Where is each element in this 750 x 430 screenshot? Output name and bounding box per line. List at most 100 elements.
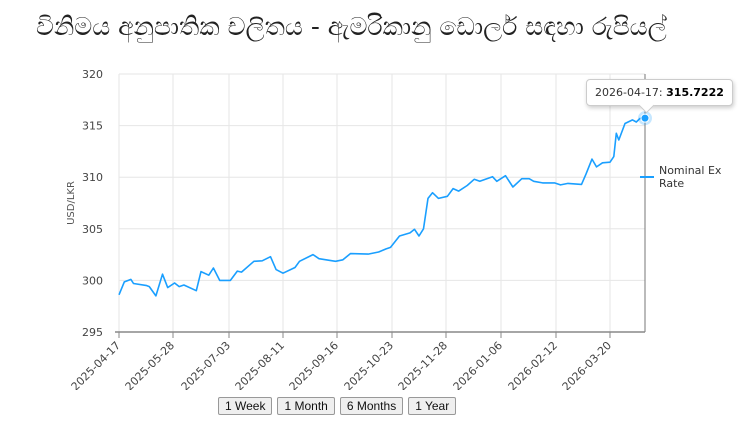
data-point	[409, 231, 412, 234]
data-point	[457, 190, 460, 193]
tooltip: 2026-04-17: 315.7222	[586, 79, 733, 106]
data-point	[422, 227, 425, 230]
data-point	[129, 278, 132, 281]
data-point	[212, 267, 215, 270]
x-tick-label: 2025-05-28	[123, 339, 177, 390]
data-point	[612, 155, 615, 158]
data-point	[261, 259, 264, 262]
data-point	[240, 271, 243, 274]
data-point	[541, 181, 544, 184]
data-point	[427, 197, 430, 200]
data-point	[154, 294, 157, 297]
data-point	[631, 118, 634, 121]
y-tick-label: 295	[82, 326, 103, 339]
data-point	[520, 177, 523, 180]
x-tick-label: 2025-10-23	[342, 339, 396, 390]
data-point	[567, 182, 570, 185]
range-1-week-button[interactable]: 1 Week	[218, 397, 273, 415]
data-point	[123, 280, 126, 283]
data-point	[118, 293, 121, 296]
data-point	[312, 253, 315, 256]
data-point	[559, 183, 562, 186]
x-tick-label: 2026-02-12	[506, 339, 560, 390]
y-tick-label: 320	[82, 68, 103, 81]
range-buttons: 1 Week 1 Month 6 Months 1 Year	[218, 397, 457, 415]
y-axis-label: USD/LKR	[66, 181, 77, 225]
tooltip-date: 2026-04-17:	[595, 86, 663, 99]
data-point	[495, 180, 498, 183]
highlighted-point	[640, 113, 650, 123]
x-tick-label: 2025-04-17	[69, 339, 123, 390]
data-point	[452, 187, 455, 190]
data-point	[275, 268, 278, 271]
data-point	[553, 181, 556, 184]
data-point	[367, 253, 370, 256]
legend[interactable]: Nominal Ex Rate	[640, 164, 750, 190]
y-tick-label: 315	[82, 120, 103, 133]
data-point	[478, 180, 481, 183]
y-tick-label: 300	[82, 274, 103, 287]
x-tick-label: 2025-11-28	[396, 339, 450, 390]
range-1-month-button[interactable]: 1 Month	[277, 397, 335, 415]
x-tick-label: 2026-03-20	[560, 339, 614, 390]
data-point	[446, 195, 449, 198]
data-point	[269, 255, 272, 258]
data-point	[595, 165, 598, 168]
legend-swatch	[640, 176, 654, 178]
data-point	[413, 228, 416, 231]
x-tick-label: 2025-09-16	[287, 339, 341, 390]
data-point	[591, 158, 594, 161]
data-point	[466, 184, 469, 187]
legend-label: Nominal Ex Rate	[658, 164, 722, 190]
data-point	[200, 270, 203, 273]
data-point	[173, 281, 176, 284]
data-point	[298, 260, 301, 263]
data-point	[617, 139, 620, 142]
data-point	[491, 175, 494, 178]
x-tick-label: 2025-07-03	[179, 339, 233, 390]
data-point	[389, 246, 392, 249]
data-point	[178, 285, 181, 288]
series-line	[118, 111, 652, 297]
x-tick-label: 2026-01-06	[451, 339, 505, 390]
data-point	[282, 272, 285, 275]
data-point	[511, 186, 514, 189]
data-point	[334, 260, 337, 263]
grid	[118, 73, 646, 332]
data-point	[182, 284, 185, 287]
range-1-year-button[interactable]: 1 Year	[408, 397, 457, 415]
x-axis: 2025-04-17 2025-05-28 2025-07-03 2025-08-11…	[69, 331, 645, 390]
data-point	[473, 178, 476, 181]
data-point	[349, 252, 352, 255]
data-point	[132, 282, 135, 285]
data-point	[294, 266, 297, 269]
data-point	[236, 270, 239, 273]
y-tick-label: 305	[82, 223, 103, 236]
x-tick-label: 2025-08-11	[233, 339, 287, 390]
data-point	[398, 235, 401, 238]
data-point	[377, 251, 380, 254]
data-point	[532, 180, 535, 183]
data-point	[528, 177, 531, 180]
y-axis: 295 300 305 310 315 320	[82, 68, 103, 339]
data-point	[437, 197, 440, 200]
data-point	[318, 257, 321, 260]
range-6-months-button[interactable]: 6 Months	[339, 397, 404, 415]
data-point	[635, 120, 638, 123]
data-point	[229, 279, 232, 282]
data-point	[601, 161, 604, 164]
data-point	[341, 258, 344, 261]
y-tick-label: 310	[82, 171, 103, 184]
data-point	[207, 274, 210, 277]
data-point	[218, 279, 221, 282]
data-point	[504, 174, 507, 177]
data-point	[252, 260, 255, 263]
data-point	[418, 235, 421, 238]
data-point	[161, 273, 164, 276]
data-point	[615, 132, 618, 135]
data-point	[145, 284, 148, 287]
data-point	[609, 161, 612, 164]
data-point	[166, 286, 169, 289]
page-title: විනිමය අනුපාතික චලිතය - ඇමරිකානු ඩොලර් ස…	[36, 12, 667, 41]
data-point	[195, 289, 198, 292]
